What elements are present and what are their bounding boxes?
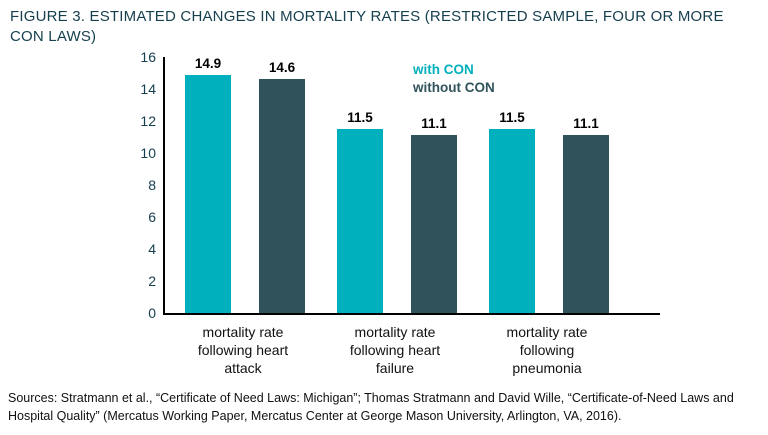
y-tick-label: 4 [148,241,156,257]
legend: with CON without CON [413,62,495,95]
bar-with-label: 11.1 [563,116,609,313]
bar-group: 11.5 11.1 [489,110,609,313]
bar [337,129,383,313]
bar-with-label: 14.6 [259,60,305,313]
y-tick-label: 16 [140,49,156,65]
y-tick-label: 14 [140,81,156,97]
bar [489,129,535,313]
y-axis: 0 2 4 6 8 10 12 14 16 [118,49,156,321]
bar-with-label: 11.1 [411,116,457,313]
y-tick-label: 0 [148,305,156,321]
bar-group: 11.5 11.1 [337,110,457,313]
legend-item: with CON [413,62,474,77]
bar-value-label: 14.9 [194,55,222,71]
y-tick-label: 2 [148,273,156,289]
bar [259,79,305,313]
y-tick-label: 8 [148,177,156,193]
y-tick-label: 6 [148,209,156,225]
legend-item: without CON [413,80,495,95]
bar-with-label: 14.9 [185,56,231,313]
bar-group: 14.9 14.6 [185,56,305,313]
x-axis-category-labels: mortality rate following heart attack mor… [163,323,660,378]
bar-value-label: 11.1 [573,116,599,132]
bar [411,135,457,313]
chart-title: FIGURE 3. ESTIMATED CHANGES IN MORTALITY… [10,8,724,45]
bar-value-label: 11.5 [499,110,525,125]
y-tick-label: 12 [140,113,156,129]
source-note: Sources: Stratmann et al., “Certificate … [8,391,734,423]
category-label: mortality rate following heart attack [197,324,289,377]
bar-value-label: 11.5 [347,110,373,125]
y-tick-label: 10 [140,145,156,161]
bar-with-label: 11.5 [337,110,383,313]
bar-value-label: 14.6 [268,60,296,76]
category-label: mortality rate following heart failure [349,324,441,377]
category-label: mortality rate following pneumonia [506,324,588,377]
bar [185,74,231,313]
bar-with-label: 11.5 [489,110,535,313]
bar [563,135,609,313]
bar-value-label: 11.1 [421,116,447,132]
plot-area: 14.9 14.6 11.5 11.1 11.5 11.1 [163,56,660,315]
